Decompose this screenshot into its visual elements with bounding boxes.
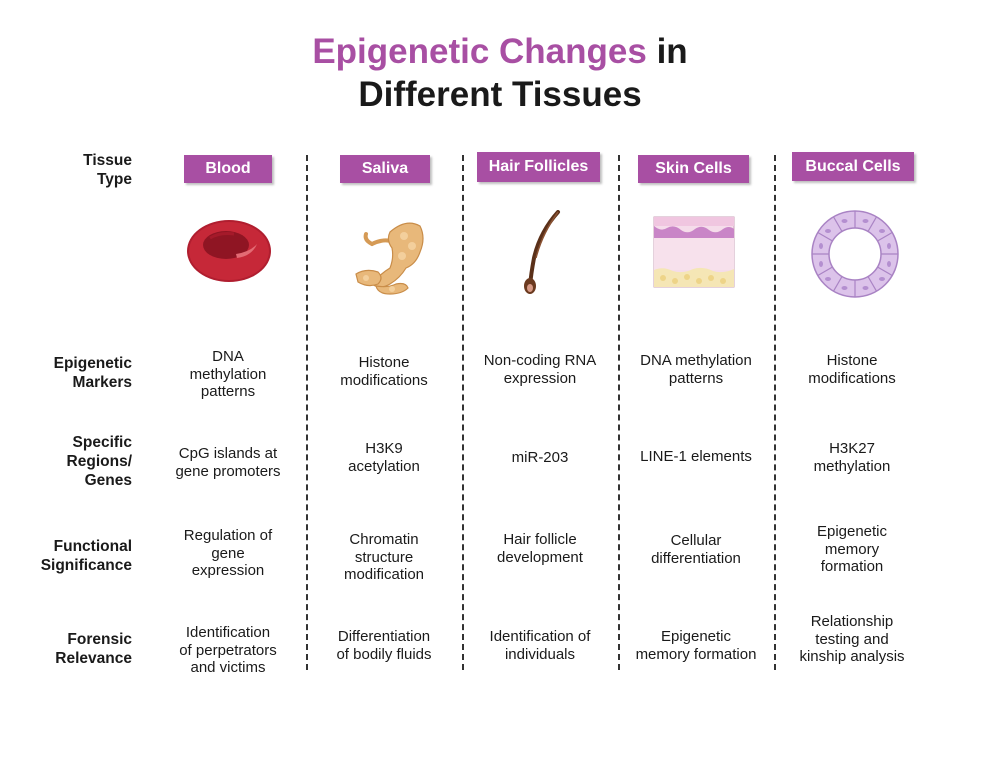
cell-specific-region: H3K9 acetylation (348, 440, 420, 475)
tissue-column-hair-follicles: Hair Follicles Non-coding RNA expression… (462, 0, 618, 770)
title-line-2: Different Tissues (358, 75, 642, 114)
cell-functional-significance: Cellular differentiation (651, 532, 741, 567)
cell-functional-significance: Chromatin structure modification (343, 531, 425, 583)
skin-layers-icon (653, 216, 735, 295)
title-accent: Epigenetic Changes (312, 32, 647, 71)
cell-functional-significance: Hair follicle development (497, 531, 583, 566)
cell-specific-region: H3K27 methylation (813, 440, 891, 475)
hair-follicle-icon (518, 210, 562, 301)
tissue-badge: Saliva (340, 155, 430, 183)
cell-forensic-relevance: Relationship testing and kinship analysi… (799, 613, 905, 665)
row-label-forensic-relevance: Forensic Relevance (55, 631, 132, 667)
cell-forensic-relevance: Identification of perpetrators and victi… (179, 624, 277, 676)
tissue-badge: Skin Cells (638, 155, 749, 183)
tissue-badge: Buccal Cells (792, 152, 914, 181)
row-label-specific-regions: Specific Regions/ Genes (66, 434, 132, 489)
row-label-epigenetic-markers: Epigenetic Markers (53, 355, 132, 391)
row-label-functional-significance: Functional Significance (40, 538, 132, 574)
cell-epigenetic-marker: Non-coding RNA expression (483, 352, 597, 387)
cell-functional-significance: Regulation of gene expression (183, 527, 273, 579)
tissue-column-buccal-cells: Buccal Cells (774, 0, 930, 770)
title-suffix: in (646, 32, 688, 71)
row-label-tissue-type: Tissue Type (83, 152, 132, 188)
cell-epigenetic-marker: Histone modifications (808, 352, 896, 387)
cell-specific-region: miR-203 (511, 449, 569, 466)
red-blood-cell-icon (186, 218, 272, 289)
tissue-column-skin-cells: Skin Cells DNA methylation patterns LINE… (618, 0, 774, 770)
cell-specific-region: LINE-1 elements (640, 448, 752, 465)
column-divider (618, 155, 620, 670)
cell-forensic-relevance: Identification of individuals (489, 628, 591, 663)
tissue-badge: Blood (184, 155, 272, 183)
column-divider (306, 155, 308, 670)
cell-specific-region: CpG islands at gene promoters (175, 445, 281, 480)
column-divider (774, 155, 776, 670)
tissue-column-blood: Blood DNA methylation patterns CpG islan… (150, 0, 306, 770)
cell-epigenetic-marker: DNA methylation patterns (640, 352, 752, 387)
tissue-badge: Hair Follicles (477, 152, 600, 182)
cell-epigenetic-marker: DNA methylation patterns (189, 348, 267, 400)
cell-forensic-relevance: Epigenetic memory formation (635, 628, 757, 663)
tissue-column-saliva: Saliva Histone modifications H3K9 acetyl… (306, 0, 462, 770)
column-divider (462, 155, 464, 670)
salivary-gland-icon (354, 212, 426, 301)
page-title: Epigenetic Changes in Different Tissues (0, 30, 1000, 116)
cell-epigenetic-marker: Histone modifications (340, 354, 428, 389)
buccal-epithelium-icon (810, 209, 900, 304)
cell-forensic-relevance: Differentiation of bodily fluids (336, 628, 432, 663)
cell-functional-significance: Epigenetic memory formation (816, 523, 888, 575)
